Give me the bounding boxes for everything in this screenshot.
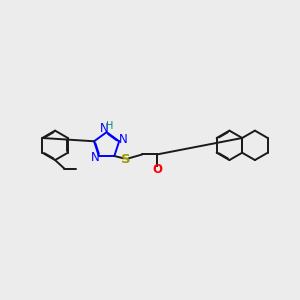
- Text: O: O: [152, 163, 162, 176]
- Text: N: N: [91, 151, 99, 164]
- Text: S: S: [121, 153, 131, 166]
- Text: N: N: [100, 122, 109, 135]
- Text: H: H: [106, 121, 113, 131]
- Text: N: N: [118, 133, 127, 146]
